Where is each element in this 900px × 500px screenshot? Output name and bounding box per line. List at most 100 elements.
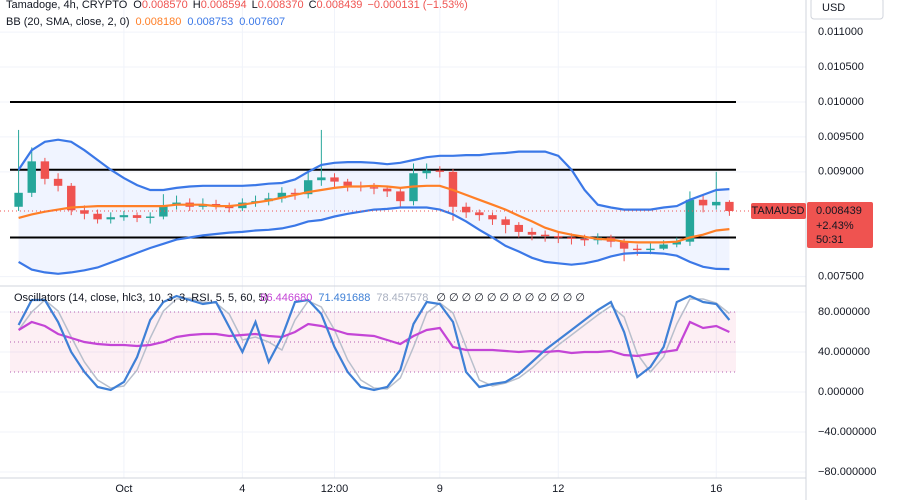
candle-body — [343, 181, 352, 186]
candle-body — [540, 234, 550, 237]
price-tag — [807, 202, 873, 249]
candle-body — [567, 237, 576, 239]
symbol-tag — [751, 203, 806, 220]
price-tick-label: 0.010500 — [818, 61, 864, 73]
oscillator-line — [18, 320, 730, 358]
candle-body — [132, 215, 142, 218]
candle-body — [619, 241, 629, 249]
osc-tick-label: −40.000000 — [818, 426, 876, 438]
band-fill — [18, 139, 730, 274]
candle-body — [633, 248, 642, 251]
x-tick-label: 9 — [437, 483, 443, 495]
oscillator-line — [17, 297, 730, 390]
candle-body — [159, 205, 168, 217]
price-tick-label: 0.007500 — [818, 271, 864, 283]
candle-body — [514, 224, 524, 232]
candle-body — [369, 187, 379, 189]
candle-body — [80, 210, 89, 214]
candle-body — [93, 213, 102, 220]
candle-body — [422, 170, 431, 174]
plot — [0, 100, 806, 392]
x-tick-label: 12:00 — [321, 483, 349, 495]
currency-box[interactable] — [810, 0, 884, 20]
ohlc-label: H — [193, 0, 201, 11]
price-tick-label: 0.009000 — [818, 166, 864, 178]
x-tick-label: Oct — [115, 483, 132, 495]
indicator-value: 0.008753 — [187, 16, 233, 28]
ohlc-value: 0.008370 — [258, 0, 304, 11]
candle-body — [303, 180, 313, 195]
ohlc-value: 0.008594 — [201, 0, 247, 11]
currency[interactable]: USD — [822, 2, 845, 14]
candle-body — [685, 199, 695, 242]
oscillator-empty: ∅ ∅ ∅ ∅ ∅ ∅ ∅ ∅ ∅ ∅ ∅ ∅ — [436, 292, 585, 304]
candle-body — [461, 206, 471, 213]
band-line — [17, 138, 730, 211]
candle-body — [14, 192, 23, 207]
ohlc-value: 0.008570 — [142, 0, 188, 11]
ohlc-label: L — [252, 0, 258, 11]
oscillator-value: 86.446680 — [260, 292, 312, 304]
symbol-tag-text: TAMAUSD — [752, 205, 805, 217]
price-tick-label: 0.010000 — [818, 96, 864, 108]
osc-tick-label: −80.000000 — [818, 466, 876, 478]
candle-body — [67, 185, 76, 211]
candle-body — [698, 199, 708, 206]
oscillator-name: Oscillators (14, close, hlc3, 10, 3, 3, … — [14, 292, 268, 304]
ohlc-value: 0.008439 — [317, 0, 363, 11]
oscillator-value: 71.491688 — [318, 292, 370, 304]
oscillator-legend: Oscillators (14, close, hlc3, 10, 3, 3, … — [14, 292, 585, 304]
candle-body — [712, 201, 721, 206]
x-tick-label: 4 — [239, 483, 245, 495]
indicator-legend: BB (20, SMA, close, 2, 0) 0.008180 0.00875… — [6, 16, 285, 28]
candle-body — [396, 191, 405, 202]
candle-body — [646, 248, 655, 251]
labels: Tamadoge, 4h, CRYPTO O0.008570 H0.008594 L0… — [6, 0, 876, 495]
osc-tick-label: 80.000000 — [818, 306, 870, 318]
candle-body — [527, 231, 537, 235]
candle-body — [475, 212, 484, 216]
candle-body — [435, 170, 445, 172]
candle-body — [672, 241, 681, 245]
price-tag-last: 0.008439 — [816, 205, 862, 217]
x-tick-label: 12 — [552, 483, 564, 495]
candle-body — [27, 161, 36, 193]
price-tick-label: 0.009500 — [818, 131, 864, 143]
legend-title: Tamadoge, 4h, CRYPTO O0.008570 H0.008594 L0… — [6, 0, 468, 11]
price-change: −0.000131 (−1.53%) — [367, 0, 467, 11]
candle-body — [330, 177, 339, 182]
candle-body — [106, 217, 115, 220]
candle-body — [317, 177, 326, 181]
candle-body — [146, 216, 155, 218]
candle-body — [501, 219, 510, 225]
oscillator-value: 78.457578 — [376, 292, 428, 304]
candle-body — [119, 215, 129, 218]
osc-tick-label: 40.000000 — [818, 346, 870, 358]
band-line — [18, 184, 730, 244]
indicator-value: 0.007607 — [239, 16, 285, 28]
candle-body — [659, 244, 668, 249]
indicator-name: BB (20, SMA, close, 2, 0) — [6, 16, 130, 28]
candle-body — [382, 188, 392, 192]
candle-body — [277, 192, 287, 199]
price-tag-change: +2.43% — [816, 220, 854, 232]
candle-body — [211, 203, 221, 206]
price-tick-label: 0.011000 — [818, 26, 863, 38]
candle-body — [580, 238, 589, 241]
candle-body — [554, 236, 563, 238]
oscillator-line — [17, 294, 731, 392]
indicator-value: 0.008180 — [136, 16, 182, 28]
candle-body — [488, 215, 497, 220]
ohlc-label: C — [309, 0, 317, 11]
band-line — [18, 206, 730, 275]
price-tag-countdown: 50:31 — [816, 234, 844, 246]
candle-body — [40, 161, 50, 179]
ohlc-label: O — [133, 0, 142, 11]
x-tick-label: 16 — [710, 483, 722, 495]
candle-body — [725, 201, 734, 212]
candle-body — [53, 178, 63, 186]
osc-tick-label: 0.000000 — [818, 386, 864, 398]
candle-body — [290, 192, 300, 195]
